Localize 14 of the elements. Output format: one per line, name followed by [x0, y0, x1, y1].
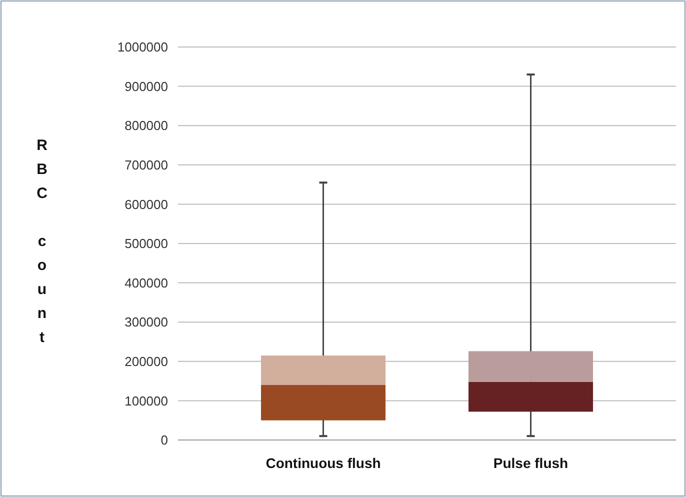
- y-tick-label: 600000: [124, 196, 168, 212]
- y-tick-label: 700000: [124, 157, 168, 172]
- y-tick-label: 1000000: [117, 40, 168, 55]
- x-tick-label: Pulse flush: [493, 455, 568, 471]
- x-tick-label: Continuous flush: [266, 455, 381, 471]
- y-tick-label: 300000: [124, 314, 168, 330]
- y-tick-label: 0: [160, 432, 168, 448]
- y-tick-label: 900000: [124, 78, 168, 94]
- y-tick-label: 500000: [124, 236, 168, 252]
- y-tick-label: 400000: [124, 275, 168, 290]
- text: RBC count: [36, 137, 48, 346]
- y-tick-label: 100000: [124, 393, 168, 408]
- y-tick-label: 200000: [124, 354, 168, 369]
- y-tick-label: 800000: [124, 118, 168, 134]
